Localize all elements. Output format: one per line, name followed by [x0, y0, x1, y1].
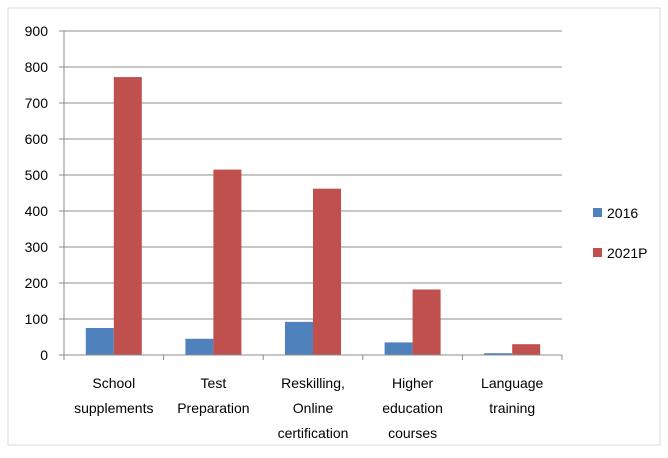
x-category-label: Language training	[481, 375, 544, 416]
legend-swatch-2016	[593, 208, 602, 217]
y-tick-label: 0	[40, 347, 48, 363]
y-tick-label: 300	[25, 239, 49, 255]
bar-2016-2	[285, 321, 313, 355]
bar-2021p-1	[213, 169, 242, 355]
x-category-label-line: Reskilling,	[281, 375, 345, 391]
x-category-label-line: Preparation	[177, 400, 249, 416]
x-axis-labels: School supplements Test Preparation Reskilli…	[74, 375, 543, 441]
x-category-label-line: Test	[201, 375, 227, 391]
bar-2021p-0	[113, 77, 142, 355]
y-tick-label: 100	[25, 311, 49, 327]
y-tick-label: 400	[25, 203, 49, 219]
x-category-label-line: education	[382, 400, 443, 416]
x-category-label-line: Language	[481, 375, 544, 391]
x-category-label-line: certification	[278, 425, 349, 441]
x-category-label: Test Preparation	[177, 375, 249, 416]
legend: 2016 2021P	[593, 205, 647, 261]
bar-2021p-4	[512, 344, 541, 355]
y-axis-ticks: 0 100 200 300 400 500 600 700 800 900	[25, 23, 64, 363]
bar-2016-0	[85, 328, 114, 355]
axes	[63, 31, 563, 360]
x-category-label-line: School	[92, 375, 135, 391]
x-category-label-line: supplements	[74, 400, 153, 416]
legend-label-2021p: 2021P	[607, 245, 647, 261]
legend-swatch-2021p	[593, 248, 602, 257]
x-category-label-line: Higher	[392, 375, 434, 391]
x-category-label: School supplements	[74, 375, 153, 416]
x-category-label-line: Online	[293, 400, 334, 416]
gridlines	[64, 30, 562, 320]
x-category-label-line: training	[489, 400, 535, 416]
y-tick-label: 900	[25, 23, 49, 39]
legend-label-2016: 2016	[607, 205, 638, 221]
bar-2021p-2	[313, 188, 341, 355]
x-category-label-line: courses	[388, 425, 437, 441]
x-category-label: Higher education courses	[382, 375, 443, 441]
bar-2021p-3	[412, 289, 441, 355]
x-category-label: Reskilling, Online certification	[278, 375, 349, 441]
bar-2016-3	[384, 342, 413, 355]
bars	[85, 77, 541, 355]
bar-2016-1	[185, 338, 214, 355]
bar-2016-4	[484, 353, 513, 355]
y-tick-label: 200	[25, 275, 49, 291]
y-tick-label: 800	[25, 59, 49, 75]
y-tick-label: 500	[25, 167, 49, 183]
y-tick-label: 700	[25, 95, 49, 111]
y-tick-label: 600	[25, 131, 49, 147]
